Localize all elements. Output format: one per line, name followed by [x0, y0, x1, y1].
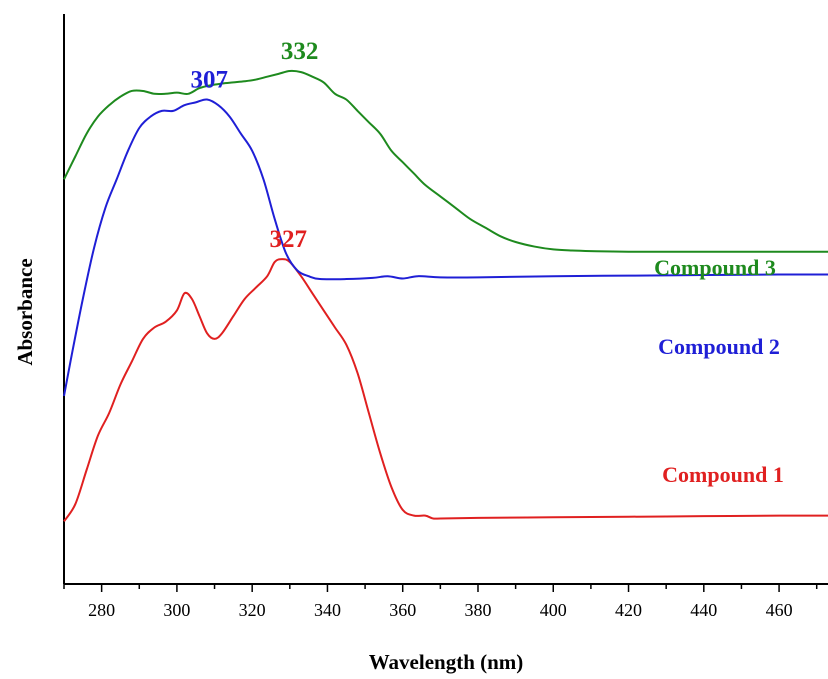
series-line-compound-2: [63, 98, 828, 397]
series-line-compound-1: [63, 258, 828, 522]
series-label-compound-2: Compound 2: [658, 334, 780, 359]
x-tick-label: 340: [314, 600, 341, 620]
x-tick-label: 380: [464, 600, 491, 620]
x-tick-label: 320: [239, 600, 266, 620]
y-axis-title: Absorbance: [13, 258, 37, 365]
series-layer: [63, 69, 828, 522]
peak-label-compound-2: 307: [191, 67, 229, 94]
series-line-compound-3: [63, 69, 828, 253]
x-tick-label: 460: [766, 600, 793, 620]
series-label-compound-3: Compound 3: [654, 255, 776, 280]
x-ticks-layer: 280 300 320 340 360 380 400 420 440 460: [63, 584, 818, 620]
peak-label-compound-1: 327: [270, 226, 308, 253]
x-tick-label: 360: [389, 600, 416, 620]
peak-label-compound-3: 332: [281, 38, 319, 65]
series-labels-layer: Compound 1 327 Compound 2 307 Compound 3 332: [191, 38, 784, 487]
x-tick-label: 280: [88, 600, 115, 620]
x-tick-label: 420: [615, 600, 642, 620]
x-axis-title: Wavelength (nm): [369, 650, 524, 674]
axes-layer: [63, 14, 828, 585]
series-label-compound-1: Compound 1: [662, 462, 784, 487]
x-tick-label: 300: [163, 600, 190, 620]
x-tick-label: 440: [690, 600, 717, 620]
x-tick-label: 400: [540, 600, 567, 620]
